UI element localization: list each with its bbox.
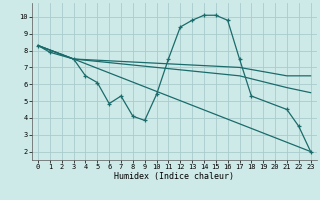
X-axis label: Humidex (Indice chaleur): Humidex (Indice chaleur): [114, 172, 234, 181]
